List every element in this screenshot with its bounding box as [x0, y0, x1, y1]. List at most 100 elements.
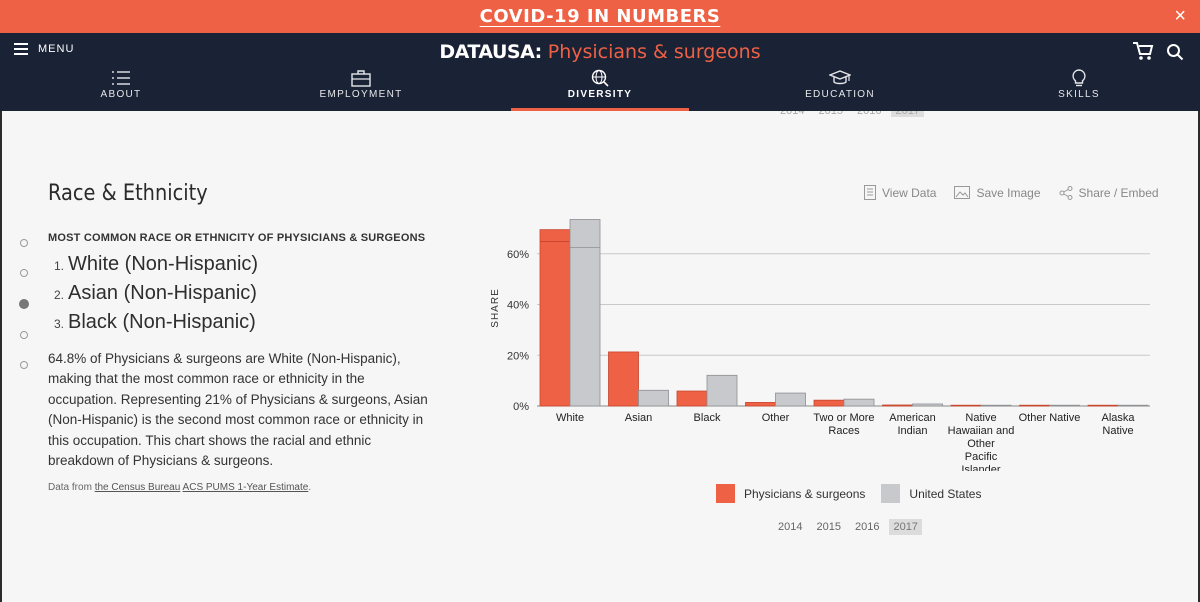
list-icon	[112, 71, 130, 85]
section-dot[interactable]	[20, 239, 28, 247]
x-tick-label: Indian	[898, 425, 928, 437]
legend-label: Physicians & surgeons	[744, 486, 866, 501]
section-dot[interactable]	[20, 361, 28, 369]
section-dots	[19, 239, 29, 391]
bar-united-states	[706, 374, 738, 407]
list-item: 1. White (Non-Hispanic)	[54, 253, 258, 282]
menu-label: MENU	[38, 43, 75, 55]
x-tick-label: Hawaiian and	[948, 425, 1015, 437]
year-option[interactable]: 2014	[778, 521, 803, 533]
banner-title[interactable]: COVID-19 IN NUMBERS	[479, 6, 721, 27]
tab-education[interactable]: EDUCATION	[751, 69, 929, 111]
x-tick-label: White	[556, 412, 584, 424]
year-selector: 2014 2015 2016 2017	[774, 519, 922, 535]
briefcase-icon	[351, 70, 371, 87]
graduation-cap-icon	[829, 70, 851, 85]
share-embed-button[interactable]: Share / Embed	[1059, 185, 1159, 200]
acs-pums-link[interactable]: ACS PUMS 1-Year Estimate	[182, 482, 309, 493]
bar-united-states	[775, 392, 806, 407]
rank-number: 3.	[54, 317, 65, 331]
race-ethnicity-bar-chart: 0% 20% 40% 60% SHARE White Asian Black Other Two …	[490, 219, 1150, 471]
x-tick-label: Races	[828, 425, 860, 437]
list-item: 3. Black (Non-Hispanic)	[54, 311, 258, 340]
bar-physicians	[745, 402, 776, 407]
tab-label: ABOUT	[100, 89, 142, 100]
year-option[interactable]: 2015	[818, 111, 843, 117]
legend-swatch	[881, 484, 901, 503]
bar-physicians	[813, 399, 845, 407]
datausa-logo[interactable]: DATAUSA:	[439, 41, 542, 63]
globe-search-icon	[591, 69, 609, 87]
x-tick-label: Alaska	[1101, 412, 1135, 424]
top-navigation: MENU DATAUSA: Physicians & surgeons ABOUT…	[0, 33, 1200, 111]
chart-tools: View Data Save Image Share / Embed	[864, 185, 1159, 200]
bar-united-states	[638, 389, 669, 407]
tab-skills[interactable]: SKILLS	[990, 69, 1168, 111]
save-image-label: Save Image	[976, 185, 1041, 200]
bar-united-states	[843, 398, 875, 407]
legend-item-physicians[interactable]: Physicians & surgeons	[716, 484, 865, 503]
x-tick-label: American	[889, 412, 935, 424]
year-option-selected[interactable]: 2017	[889, 519, 922, 535]
y-tick-label: 40%	[507, 300, 529, 312]
brand: DATAUSA: Physicians & surgeons	[0, 41, 1200, 63]
ranking-list: 1. White (Non-Hispanic) 2. Asian (Non-Hi…	[54, 253, 258, 340]
y-tick-label: 20%	[507, 350, 529, 362]
bar-physicians	[1019, 404, 1050, 407]
cart-icon[interactable]	[1132, 41, 1154, 61]
legend-item-united-states[interactable]: United States	[881, 484, 981, 503]
x-tick-label: Other	[967, 438, 995, 450]
rank-number: 1.	[54, 259, 65, 273]
view-data-button[interactable]: View Data	[864, 185, 936, 200]
year-option[interactable]: 2016	[854, 521, 880, 533]
bar-united-states	[569, 219, 601, 407]
y-tick-label: 60%	[507, 249, 529, 261]
source-prefix: Data from	[48, 482, 95, 493]
x-tick-label: Asian	[625, 412, 653, 424]
tab-employment[interactable]: EMPLOYMENT	[272, 69, 450, 111]
bar-physicians	[539, 229, 571, 407]
tab-about[interactable]: ABOUT	[32, 69, 210, 111]
bar-united-states	[1049, 404, 1080, 407]
x-tick-label: Islander	[961, 464, 1000, 471]
year-option[interactable]: 2014	[780, 111, 805, 117]
legend-label: United States	[909, 486, 982, 501]
tab-label: SKILLS	[1058, 89, 1100, 100]
x-tick-label: Other Native	[1019, 412, 1081, 424]
search-icon[interactable]	[1166, 43, 1184, 61]
bar-physicians	[676, 390, 708, 407]
rank-text: Asian (Non-Hispanic)	[68, 282, 257, 304]
document-icon	[864, 185, 876, 200]
image-icon	[954, 186, 971, 199]
tab-label: EMPLOYMENT	[319, 89, 403, 100]
view-data-label: View Data	[882, 185, 937, 200]
section-title: Race & Ethnicity	[48, 181, 208, 206]
menu-button[interactable]: MENU	[14, 43, 74, 55]
source-suffix: .	[308, 482, 312, 493]
x-tick-label: Native	[1102, 425, 1133, 437]
hamburger-icon	[14, 43, 28, 55]
legend-swatch	[716, 484, 735, 503]
chart-legend: Physicians & surgeons United States	[716, 484, 997, 503]
bar-united-states	[980, 404, 1012, 407]
tab-diversity[interactable]: DIVERSITY	[511, 69, 689, 111]
tab-label: DIVERSITY	[567, 89, 633, 100]
x-tick-label: Pacific	[965, 451, 998, 463]
year-option[interactable]: 2016	[856, 111, 882, 117]
section-dot[interactable]	[20, 331, 28, 339]
tab-label: EDUCATION	[805, 89, 875, 100]
bar-physicians	[608, 351, 639, 407]
census-bureau-link[interactable]: the Census Bureau	[94, 482, 181, 493]
year-option[interactable]: 2017	[891, 111, 924, 117]
year-option[interactable]: 2015	[816, 521, 841, 533]
bar-physicians	[950, 404, 982, 407]
description-paragraph: 64.8% of Physicians & surgeons are White…	[48, 351, 428, 469]
bar-united-states	[1117, 404, 1149, 407]
section-dot[interactable]	[20, 269, 28, 277]
save-image-button[interactable]: Save Image	[954, 185, 1041, 200]
covid-banner[interactable]: COVID-19 IN NUMBERS ×	[0, 0, 1200, 33]
close-icon[interactable]: ×	[1174, 5, 1186, 27]
x-tick-label: Native	[965, 412, 996, 424]
data-source: Data from the Census Bureau ACS PUMS 1-Y…	[48, 482, 311, 493]
section-dot-active[interactable]	[19, 299, 29, 309]
